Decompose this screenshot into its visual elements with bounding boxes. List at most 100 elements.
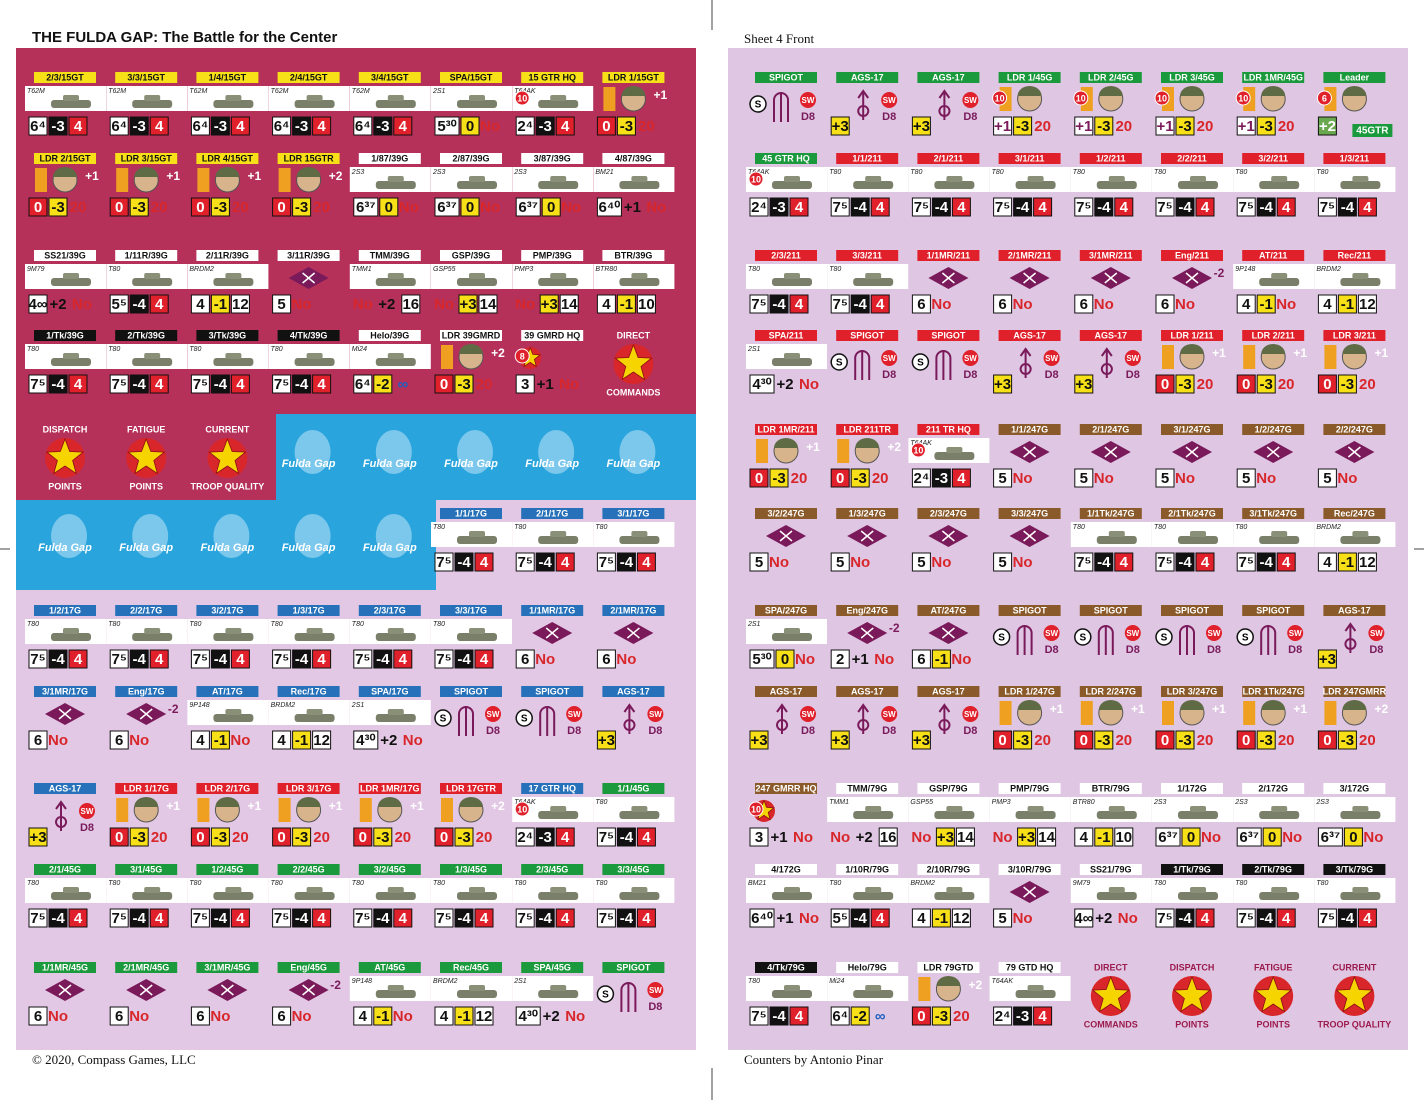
range: D8	[963, 725, 977, 737]
counter-header	[1161, 508, 1223, 519]
stat-value: -3	[1260, 376, 1273, 393]
stat-box	[434, 197, 460, 217]
stat-value: 4	[399, 651, 408, 668]
stat-box	[1013, 116, 1033, 136]
horse-logo	[619, 430, 656, 474]
vehicle-hull	[934, 892, 975, 900]
vehicle-hull	[457, 278, 497, 286]
counter-title: 1/3/247G	[849, 508, 886, 518]
vehicle-turret	[1108, 806, 1125, 812]
vehicle-hull	[1340, 278, 1381, 286]
stat-box	[312, 116, 332, 136]
horse-logo	[457, 430, 493, 474]
stat-value: 7⁵	[1320, 199, 1335, 216]
stat-value: 4	[236, 910, 245, 927]
stat-value: -3	[1016, 732, 1029, 749]
vehicle-hull	[853, 990, 894, 998]
spigot-s	[1155, 628, 1173, 646]
star	[208, 437, 247, 475]
stat-value: 4	[1201, 554, 1210, 571]
counter-header	[440, 605, 502, 616]
vehicle-turret	[550, 887, 567, 893]
stat-value: -3	[1341, 732, 1354, 749]
stat-value: 5³⁰	[752, 651, 771, 668]
counter-header	[521, 864, 584, 875]
stat-value: 4	[1282, 554, 1291, 571]
vehicle-turret	[631, 176, 648, 182]
counter-title: 3/11R/39G	[287, 250, 330, 260]
horse-logo	[538, 430, 575, 474]
range: D8	[648, 1001, 662, 1013]
stat-box	[1317, 649, 1337, 669]
counter-title: LDR 1/17G	[123, 783, 169, 793]
spigot-symbol	[1016, 625, 1033, 655]
star	[1254, 975, 1293, 1013]
diamond-x	[1023, 446, 1037, 458]
stat-box	[636, 294, 656, 314]
vehicle-hull	[853, 892, 894, 900]
counter: LDR 39GMRD+20 -3 20	[434, 330, 505, 394]
counter-header	[115, 605, 178, 616]
vehicle-turret	[865, 887, 882, 893]
counter-title: 3/2/211	[1258, 153, 1288, 163]
counter-title: 1/1Tk/247G	[1087, 508, 1135, 518]
counter-header	[521, 686, 584, 697]
counter: Eng/17G-26 No	[109, 686, 179, 750]
vehicle-turret	[946, 447, 963, 453]
stat-box	[1114, 827, 1134, 847]
stat-box	[769, 197, 789, 217]
stat-value: ∞	[875, 1008, 886, 1025]
counter-title: 2/1MR/211	[1008, 250, 1052, 260]
counter-title: LDR 1/45G	[1007, 72, 1053, 82]
model: BTR80	[1073, 799, 1095, 806]
vehicle-turret	[306, 628, 323, 634]
stat-value: 7⁵	[193, 376, 208, 393]
counter-header	[440, 962, 502, 973]
rank-stripes	[359, 798, 372, 822]
counter: LDR 1/211+10 -3 20	[1155, 330, 1226, 394]
stat-box	[1033, 1006, 1053, 1026]
stat-box	[636, 908, 656, 928]
stat-value: No	[911, 829, 931, 846]
counter-title: SPIGOT	[454, 686, 489, 696]
stat-value: +3	[459, 296, 476, 313]
stat-box	[230, 649, 250, 669]
stat-value: 0	[34, 199, 42, 216]
stat-value: -3	[376, 118, 389, 135]
stat-box	[911, 552, 931, 572]
stat-box	[1074, 116, 1094, 136]
counter-title: SPA/17G	[371, 686, 408, 696]
stat-value: -3	[1178, 732, 1191, 749]
stat-value: 4	[480, 554, 489, 571]
stat-box	[109, 827, 129, 847]
counter: LDR 3/15GT+10 -3 20	[109, 153, 180, 217]
stat-value: 4	[399, 910, 408, 927]
counter-title: 1/1/211	[852, 153, 882, 163]
counter-header	[1242, 153, 1305, 164]
stat-value: 4	[876, 910, 885, 927]
counter-title: 4/87/39G	[615, 153, 652, 163]
badge	[748, 171, 764, 187]
rating: +1	[248, 799, 262, 813]
stat-value: 4	[561, 829, 570, 846]
model: T80	[829, 169, 841, 176]
stat-box	[1074, 827, 1094, 847]
helmet	[1261, 700, 1286, 710]
stat-value: -4	[539, 910, 553, 927]
marker-title: DIRECT	[1094, 962, 1128, 972]
stat-value: -3	[295, 199, 308, 216]
stat-value: 0	[755, 470, 763, 487]
stat-value: No	[1363, 829, 1383, 846]
diamond-x	[1023, 272, 1037, 284]
